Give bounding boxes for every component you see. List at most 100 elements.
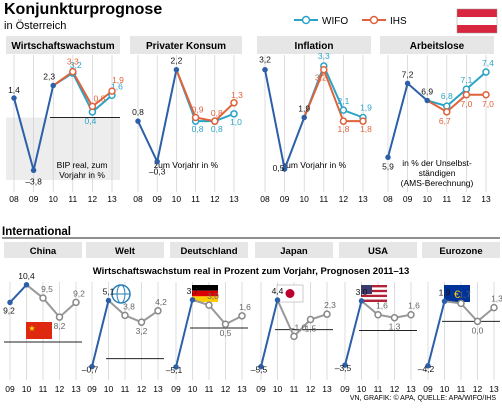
data-point-ihs (320, 65, 328, 74)
x-tick-label: 08 (9, 194, 19, 204)
data-point-wifo (154, 158, 160, 165)
flag-sun (285, 289, 295, 298)
data-point-wifo (482, 68, 490, 76)
panel-japan: Japan 09 10 11 12 13 –5,5 4,4 –1,01,5 2,3 (251, 242, 336, 394)
data-label-ihs: 0,8 (211, 108, 223, 118)
data-label: 9,5 (41, 284, 53, 294)
series-line-ihs (175, 69, 235, 123)
data-point-ihs (462, 91, 471, 99)
x-tick-label: 09 (171, 384, 181, 394)
x-tick-label: 13 (71, 384, 81, 394)
data-label-wifo: 0,4 (84, 116, 96, 126)
x-tick-label: 13 (107, 194, 117, 204)
data-point-wifo (230, 110, 238, 118)
data-point (137, 318, 146, 326)
international-subtitle: Wirtschaftswachstum real in Prozent zum … (93, 266, 410, 277)
series-line-actual (9, 284, 28, 304)
x-tick-label: 12 (462, 194, 472, 204)
panel-title: Welt (115, 246, 136, 257)
data-label-wifo: 1,9 (360, 103, 372, 113)
data-label-wifo: 1,0 (230, 117, 242, 127)
data-point-wifo (301, 114, 307, 121)
flag-symbol: € (454, 289, 460, 301)
data-label-wifo: 7,1 (460, 75, 472, 85)
series-line-actual (344, 300, 363, 366)
data-point (306, 315, 315, 324)
data-label: 2,3 (324, 300, 336, 310)
x-tick-label: 11 (319, 194, 328, 204)
data-label-ihs: 3,3 (67, 57, 79, 67)
x-tick-label: 09 (423, 384, 433, 394)
data-point-wifo (262, 66, 268, 73)
panel-header-band (170, 242, 248, 258)
data-label: –5,1 (166, 365, 183, 375)
panel-note: BIP real, zum (57, 160, 108, 170)
panel-note: Vorjahr in % (59, 170, 105, 180)
legend: WIFO IHS (294, 15, 407, 27)
flag-canton (361, 285, 372, 294)
data-point-ihs (359, 117, 367, 125)
data-label: –4,2 (418, 364, 435, 374)
data-point-ihs (88, 102, 97, 111)
data-label: 1,6 (239, 302, 251, 312)
panel-header-band (380, 36, 494, 54)
data-label-ihs: 1,8 (360, 124, 372, 134)
panel-header-band (86, 242, 164, 258)
data-label: 1,6 (376, 301, 388, 311)
x-tick-label: 10 (422, 194, 432, 204)
source-credit: VN, GRAFIK: © APA, QUELLE: APA/WIFO/IHS (350, 394, 496, 402)
data-label-wifo: 0,8 (192, 124, 204, 134)
data-point-wifo (281, 166, 288, 172)
data-label-wifo: 6,8 (441, 91, 453, 101)
data-label: –0,7 (82, 365, 99, 375)
data-point-ihs (443, 108, 451, 116)
flag-stripe (361, 299, 387, 302)
data-label-wifo: 3,2 (70, 60, 82, 70)
data-point (105, 297, 112, 304)
data-point (23, 282, 30, 288)
series-line-actual (91, 300, 110, 367)
x-tick-label: 11 (39, 384, 48, 394)
data-label: 0,0 (472, 325, 484, 335)
x-tick-label: 10 (172, 194, 182, 204)
data-label: –5,5 (251, 365, 268, 375)
panel-title: Wirtschaftswachstum (11, 41, 114, 52)
x-tick-label: 12 (137, 384, 147, 394)
page-subtitle: in Österreich (4, 20, 66, 32)
x-tick-label: 13 (322, 384, 332, 394)
data-point-wifo (135, 118, 141, 124)
x-tick-label: 11 (191, 194, 200, 204)
data-point-ihs (191, 113, 200, 122)
x-tick-label: 09 (152, 194, 162, 204)
data-label-wifo: 0,5 (273, 163, 285, 173)
data-point (490, 303, 498, 312)
panel-title: Eurozone (439, 246, 482, 257)
data-label: 3,2 (136, 326, 148, 336)
series-line-ihs (426, 93, 486, 114)
legend-ihs-marker (369, 15, 379, 25)
panel-note: ständigen (419, 168, 456, 178)
x-tick-label: 11 (68, 194, 77, 204)
panel-header-band (255, 242, 333, 258)
data-point (290, 332, 298, 341)
data-label-wifo: 7,2 (402, 69, 414, 79)
panel-deutschland: Deutschland 09 10 11 12 13 –5,1 3,7 3,0 0,5 1,6 (166, 242, 251, 394)
data-label: 4,4 (272, 286, 284, 296)
x-tick-label: 10 (188, 384, 198, 394)
data-label: 3,8 (123, 301, 135, 311)
x-tick-label: 09 (403, 194, 413, 204)
data-point (390, 313, 399, 322)
data-label-wifo: 2,3 (43, 72, 55, 82)
data-label: 1,9 (439, 287, 451, 297)
data-point (425, 363, 431, 369)
panel-eurozone: Eurozone 09 10 11 12 13 € –4,2 1,9 1,7 0,0 1,3 (418, 242, 502, 394)
data-label-ihs: 0,8 (93, 93, 105, 103)
panel-header-band (257, 36, 371, 54)
panel-title: Inflation (295, 41, 334, 52)
x-tick-label: 13 (237, 384, 247, 394)
panel-title: Privater Konsum (146, 41, 226, 52)
data-label-wifo: 7,4 (482, 58, 494, 68)
data-point (221, 320, 230, 328)
data-label-wifo: –3,8 (25, 176, 42, 186)
data-point-wifo (404, 80, 411, 87)
